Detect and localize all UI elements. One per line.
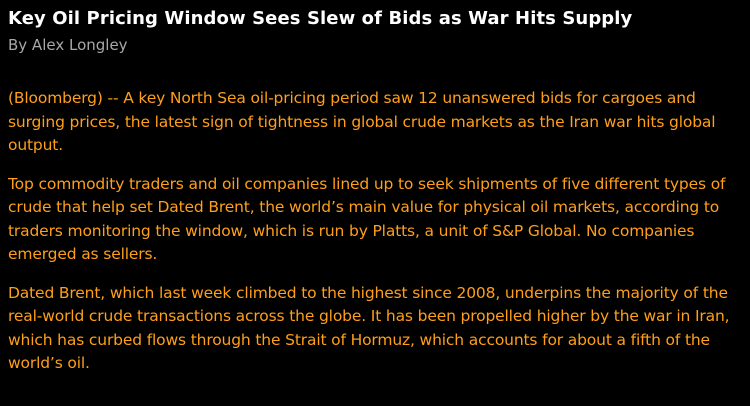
article-paragraph-3: Dated Brent, which last week climbed to … (8, 283, 730, 373)
news-article: Key Oil Pricing Window Sees Slew of Bids… (8, 6, 744, 391)
article-paragraph-2: Top commodity traders and oil companies … (8, 174, 726, 264)
article-byline: By Alex Longley (8, 36, 128, 54)
article-body: (Bloomberg) -- A key North Sea oil-prici… (8, 87, 744, 376)
article-paragraph-1: (Bloomberg) -- A key North Sea oil-prici… (8, 89, 716, 154)
article-headline: Key Oil Pricing Window Sees Slew of Bids… (8, 8, 633, 29)
